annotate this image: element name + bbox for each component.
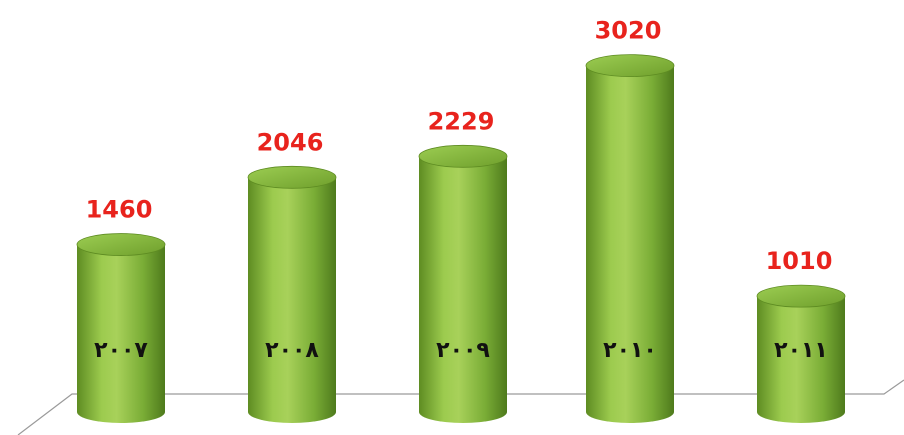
bar-top xyxy=(247,165,337,189)
x-tick-label: ٢٠٠٩ xyxy=(436,338,490,363)
bar-٢٠١٠ xyxy=(585,54,675,423)
bar-top xyxy=(76,233,166,256)
bar-٢٠٠٩ xyxy=(418,144,508,424)
bars-group xyxy=(76,54,846,424)
bar-٢٠١١ xyxy=(756,284,846,423)
data-label: 1460 xyxy=(86,196,153,224)
labels-group: 1460 ٢٠٠٧ 2046 ٢٠٠٨ 2229 ٢٠٠٩ 3020 ٢٠١٠ 1010 ٢٠١١ xyxy=(86,17,833,363)
bar-top xyxy=(756,284,846,308)
data-label: 1010 xyxy=(766,247,833,275)
bar-body xyxy=(419,156,507,424)
x-tick-label: ٢٠٠٧ xyxy=(94,338,148,363)
x-tick-label: ٢٠١١ xyxy=(774,338,828,363)
bar-body xyxy=(77,244,165,423)
bar-body xyxy=(757,296,845,423)
bar-٢٠٠٧ xyxy=(76,233,166,423)
bar-body xyxy=(248,177,336,423)
data-label: 2229 xyxy=(428,107,495,135)
x-tick-label: ٢٠٠٨ xyxy=(265,338,319,363)
x-tick-label: ٢٠١٠ xyxy=(603,338,657,363)
data-label: 3020 xyxy=(595,17,662,45)
bar-top xyxy=(418,144,508,168)
bar-body xyxy=(586,65,674,423)
bar-top xyxy=(585,54,675,78)
bar-٢٠٠٨ xyxy=(247,165,337,423)
data-label: 2046 xyxy=(257,128,324,156)
